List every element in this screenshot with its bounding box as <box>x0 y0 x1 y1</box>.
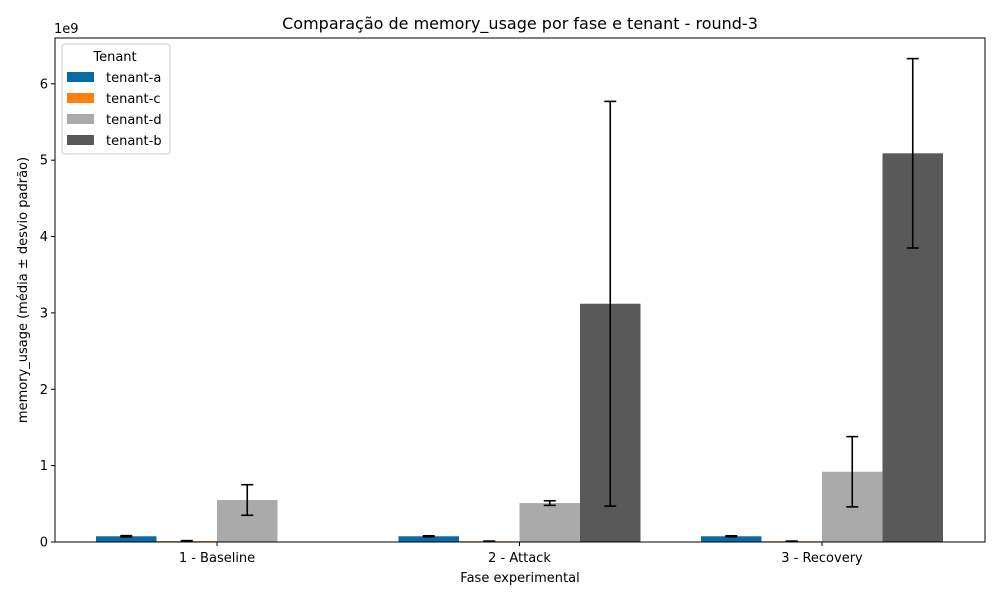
x-axis: 1 - Baseline 2 - Attack 3 - Recovery <box>179 542 863 566</box>
x-tick-label: 1 - Baseline <box>179 551 255 566</box>
bar-tenant-a <box>701 536 762 542</box>
chart-title: Comparação de memory_usage por fase e te… <box>282 14 758 34</box>
y-axis: 0 1 2 3 4 5 6 <box>40 77 55 551</box>
y-axis-offset-label: 1e9 <box>54 22 79 37</box>
legend-label-tenant-c: tenant-c <box>106 92 160 107</box>
x-tick-label: 2 - Attack <box>488 551 551 566</box>
y-tick-label: 2 <box>40 383 48 398</box>
bar-tenant-d <box>519 503 580 542</box>
x-tick-label: 3 - Recovery <box>781 551 863 566</box>
legend-swatch-tenant-d <box>67 114 94 124</box>
legend-title: Tenant <box>92 50 136 65</box>
y-axis-label: memory_usage (média ± desvio padrão) <box>16 157 31 423</box>
legend-box <box>61 43 171 155</box>
legend-swatch-tenant-c <box>67 93 94 103</box>
legend: Tenant tenant-a tenant-c tenant-d tenant-b <box>61 43 171 155</box>
y-tick-label: 6 <box>40 77 48 92</box>
y-tick-label: 4 <box>40 230 48 245</box>
x-axis-label: Fase experimental <box>460 571 579 586</box>
legend-swatch-tenant-a <box>67 72 94 82</box>
y-tick-label: 3 <box>40 306 48 321</box>
y-tick-label: 5 <box>40 154 48 169</box>
legend-label-tenant-b: tenant-b <box>106 134 162 149</box>
bar-tenant-a <box>398 536 459 542</box>
error-bars-layer <box>120 57 919 543</box>
legend-label-tenant-a: tenant-a <box>106 71 161 86</box>
y-tick-label: 0 <box>40 536 48 551</box>
legend-swatch-tenant-b <box>67 135 94 145</box>
legend-label-tenant-d: tenant-d <box>106 113 162 128</box>
bar-tenant-a <box>96 536 157 542</box>
y-tick-label: 1 <box>40 459 48 474</box>
